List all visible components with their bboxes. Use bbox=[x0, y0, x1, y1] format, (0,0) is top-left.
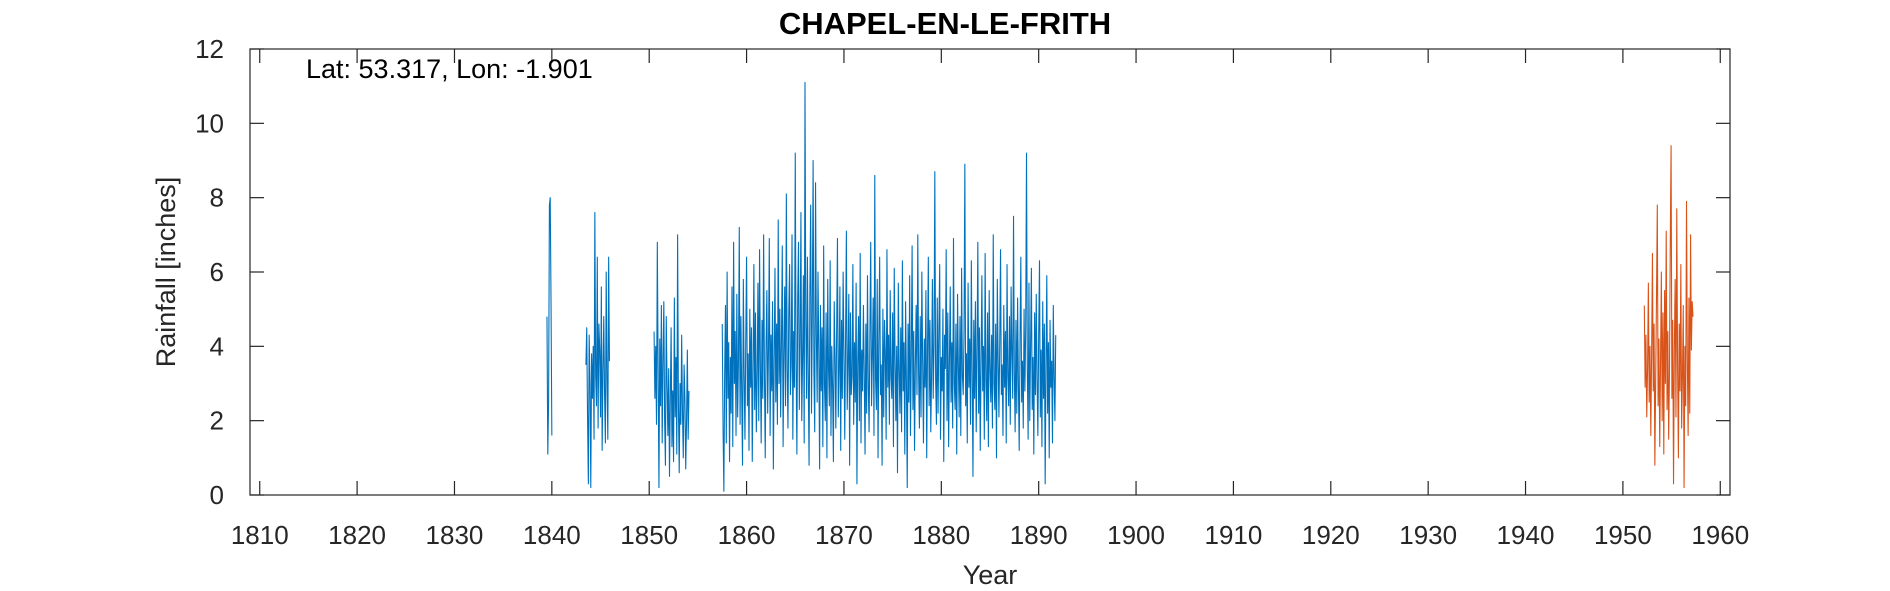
y-tick-label-5: 10 bbox=[195, 108, 224, 138]
x-tick-label-9: 1900 bbox=[1107, 520, 1165, 550]
x-tick-label-0: 1810 bbox=[231, 520, 289, 550]
y-axis-label: Rainfall [inches] bbox=[151, 177, 181, 368]
y-tick-label-1: 2 bbox=[210, 406, 224, 436]
x-tick-label-14: 1950 bbox=[1594, 520, 1652, 550]
x-tick-label-1: 1820 bbox=[328, 520, 386, 550]
x-tick-label-4: 1850 bbox=[620, 520, 678, 550]
x-axis-label: Year bbox=[963, 560, 1018, 590]
x-tick-label-7: 1880 bbox=[912, 520, 970, 550]
series-1-segment-4 bbox=[721, 81, 1057, 492]
y-tick-label-6: 12 bbox=[195, 34, 224, 64]
x-tick-label-5: 1860 bbox=[718, 520, 776, 550]
x-tick-label-12: 1930 bbox=[1399, 520, 1457, 550]
y-tick-label-4: 8 bbox=[210, 183, 224, 213]
x-tick-label-3: 1840 bbox=[523, 520, 581, 550]
x-axis: 1810 1820 1830 1840 1850 1860 1870 1880 1890 1900… bbox=[231, 49, 1749, 550]
series-1-segment-3 bbox=[653, 234, 690, 489]
series-1-segment-2 bbox=[585, 211, 610, 489]
x-tick-label-15: 1960 bbox=[1691, 520, 1749, 550]
y-tick-label-0: 0 bbox=[210, 480, 224, 510]
plot-area bbox=[250, 49, 1730, 495]
x-tick-label-10: 1910 bbox=[1204, 520, 1262, 550]
x-tick-label-11: 1920 bbox=[1302, 520, 1360, 550]
x-tick-label-8: 1890 bbox=[1010, 520, 1068, 550]
series-1-segment-1 bbox=[546, 197, 553, 455]
y-axis: 0 2 4 6 8 10 12 bbox=[195, 34, 1730, 510]
series-2-segment-1 bbox=[1643, 145, 1694, 489]
x-tick-label-2: 1830 bbox=[426, 520, 484, 550]
chart-title: CHAPEL-EN-LE-FRITH bbox=[779, 6, 1111, 41]
location-annotation: Lat: 53.317, Lon: -1.901 bbox=[306, 54, 593, 84]
y-tick-label-2: 4 bbox=[210, 331, 224, 361]
series-layer bbox=[546, 81, 1694, 492]
x-tick-label-13: 1940 bbox=[1497, 520, 1555, 550]
y-tick-label-3: 6 bbox=[210, 257, 224, 287]
x-tick-label-6: 1870 bbox=[815, 520, 873, 550]
